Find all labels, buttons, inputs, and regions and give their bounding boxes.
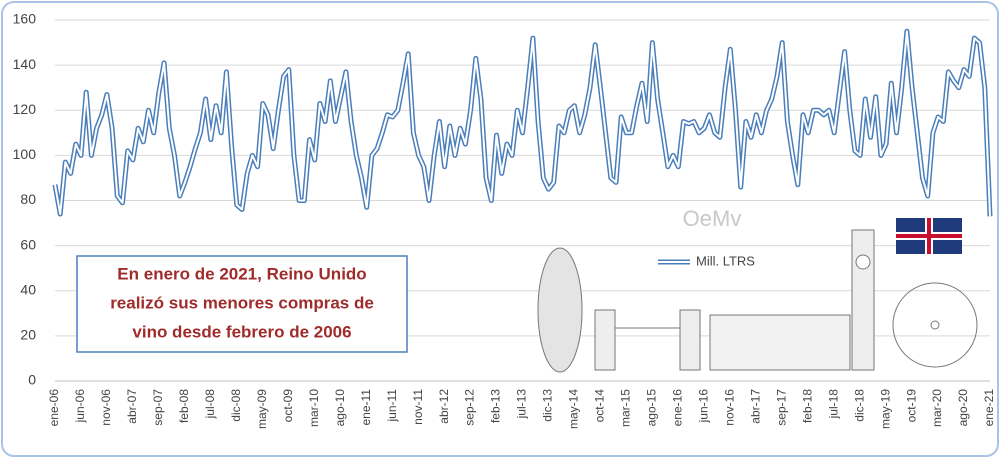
annotation: vino desde febrero de 2006 [132, 322, 351, 341]
y-tick-label: 140 [13, 56, 37, 72]
line-highlight [54, 30, 991, 217]
x-tick-label: oct-09 [281, 389, 295, 423]
x-tick-label: may-14 [567, 389, 581, 429]
y-tick-label: 160 [13, 11, 37, 27]
x-tick-label: may-19 [878, 389, 892, 429]
x-tick-label: abr-12 [437, 389, 451, 424]
x-tick-label: mar-20 [930, 389, 944, 427]
watermark: OeMv [683, 206, 742, 231]
legend-label: Mill. LTRS [696, 253, 755, 268]
y-tick-label: 100 [13, 146, 37, 162]
x-tick-label: oct-19 [904, 389, 918, 423]
y-tick-label: 60 [20, 236, 36, 252]
x-tick-label: ene-16 [671, 389, 685, 427]
skyline-decoration [537, 218, 978, 373]
y-tick-label: 80 [20, 191, 36, 207]
x-tick-label: feb-08 [177, 389, 191, 423]
x-tick-label: ago-10 [333, 389, 347, 427]
x-tick-label: jul-08 [203, 389, 217, 420]
x-tick-label: abr-07 [125, 389, 139, 424]
x-tick-label: feb-13 [489, 389, 503, 423]
x-tick-label: ene-21 [982, 389, 996, 427]
x-tick-label: jun-11 [385, 389, 399, 423]
y-tick-label: 120 [13, 101, 37, 117]
x-tick-label: dic-18 [852, 389, 866, 422]
x-tick-label: may-09 [255, 389, 269, 429]
x-tick-label: ago-15 [645, 389, 659, 427]
x-tick-label: jun-16 [696, 389, 710, 424]
x-tick-label: sep-17 [774, 389, 788, 426]
x-tick-label: nov-11 [411, 389, 425, 425]
x-tick-label: feb-18 [800, 389, 814, 423]
x-tick-label: dic-08 [229, 389, 243, 422]
x-tick-label: nov-06 [99, 389, 113, 426]
x-tick-label: ago-20 [956, 389, 970, 427]
y-tick-label: 20 [20, 327, 36, 343]
x-tick-label: jul-18 [826, 389, 840, 420]
x-tick-label: dic-13 [541, 389, 555, 422]
x-tick-label: jun-06 [73, 389, 87, 424]
x-tick-label: jul-13 [515, 389, 529, 420]
x-tick-label: mar-10 [307, 389, 321, 427]
x-tick-label: sep-07 [151, 389, 165, 426]
annotation: realizó sus menores compras de [110, 293, 374, 312]
x-tick-label: nov-16 [722, 389, 736, 426]
x-tick-label: mar-15 [619, 389, 633, 427]
y-tick-label: 40 [20, 281, 36, 297]
x-tick-label: oct-14 [593, 389, 607, 423]
annotation: En enero de 2021, Reino Unido [117, 264, 366, 283]
annotation-box [76, 255, 408, 353]
x-tick-label: ene-11 [359, 389, 373, 426]
y-tick-label: 0 [28, 372, 36, 388]
x-tick-label: ene-06 [47, 389, 61, 427]
x-tick-label: sep-12 [463, 389, 477, 426]
x-tick-label: abr-17 [748, 389, 762, 424]
